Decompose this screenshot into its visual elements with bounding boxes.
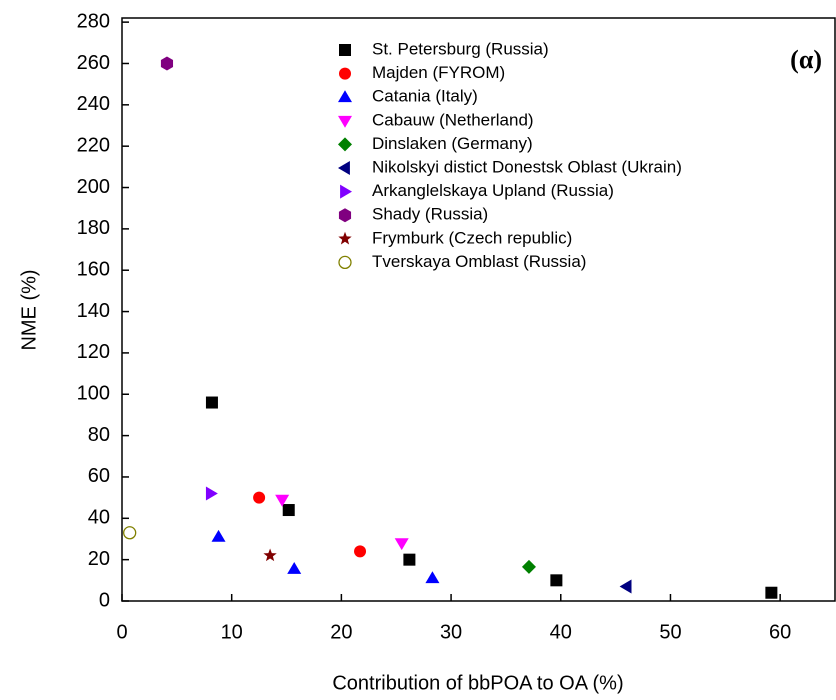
marker: [205, 396, 218, 409]
y-axis-title: NME (%): [18, 269, 40, 350]
legend-label: Arkanglelskaya Upland (Russia): [372, 181, 614, 200]
marker: [275, 494, 290, 507]
marker: [394, 538, 409, 551]
legend-marker: [338, 115, 352, 128]
legend-label: Catania (Italy): [372, 87, 478, 106]
legend-marker: [338, 231, 352, 245]
marker: [765, 586, 778, 599]
annotation: (α): [790, 45, 822, 74]
legend-label: Shady (Russia): [372, 205, 488, 224]
marker: [205, 486, 218, 501]
legend-marker: [339, 67, 351, 80]
marker: [354, 545, 367, 558]
marker: [160, 56, 174, 71]
y-tick-label: 140: [77, 300, 110, 322]
marker: [403, 553, 416, 566]
legend-marker: [338, 161, 350, 175]
x-tick-label: 60: [769, 621, 791, 643]
x-tick-label: 10: [221, 621, 243, 643]
y-tick-label: 100: [77, 383, 110, 405]
marker: [263, 548, 277, 562]
marker: [253, 491, 266, 504]
y-tick-label: 260: [77, 52, 110, 74]
marker: [123, 526, 137, 540]
x-axis-title: Contribution of bbPOA to OA (%): [332, 672, 623, 694]
x-tick-label: 40: [550, 621, 572, 643]
x-tick-label: 30: [440, 621, 462, 643]
y-tick-label: 240: [77, 93, 110, 115]
marker: [521, 559, 536, 574]
x-tick-label: 0: [116, 621, 127, 643]
plot-frame: [121, 17, 836, 602]
y-tick-label: 180: [77, 217, 110, 239]
x-tick-label: 50: [659, 621, 681, 643]
y-tick-label: 280: [77, 10, 110, 32]
legend-marker: [338, 137, 352, 152]
marker: [211, 529, 226, 542]
legend-label: Majden (FYROM): [372, 63, 505, 82]
legend-marker: [340, 184, 352, 199]
legend-label: Cabauw (Netherland): [372, 110, 534, 129]
legend-label: Tverskaya Omblast (Russia): [372, 252, 586, 271]
y-tick-label: 80: [88, 424, 110, 446]
marker: [425, 571, 440, 584]
marker: [282, 504, 295, 517]
y-tick-label: 40: [88, 507, 110, 529]
x-tick-label: 20: [330, 621, 352, 643]
legend-marker: [338, 208, 352, 223]
legend-label: Nikolskyi distict Donestsk Oblast (Ukrai…: [372, 157, 682, 176]
y-tick-label: 120: [77, 341, 110, 363]
y-tick-label: 220: [77, 134, 110, 156]
y-tick-label: 0: [99, 589, 110, 611]
legend-label: Frymburk (Czech republic): [372, 228, 572, 247]
legend-label: Dinslaken (Germany): [372, 134, 533, 153]
legend-marker: [338, 255, 352, 270]
y-tick-label: 200: [77, 176, 110, 198]
y-tick-label: 20: [88, 548, 110, 570]
y-tick-label: 60: [88, 465, 110, 487]
marker: [287, 561, 302, 574]
marker: [550, 574, 563, 587]
legend-marker: [339, 44, 351, 56]
legend-marker: [338, 90, 352, 103]
y-tick-label: 160: [77, 259, 110, 281]
legend-label: St. Petersburg (Russia): [372, 39, 549, 58]
marker: [619, 579, 632, 594]
